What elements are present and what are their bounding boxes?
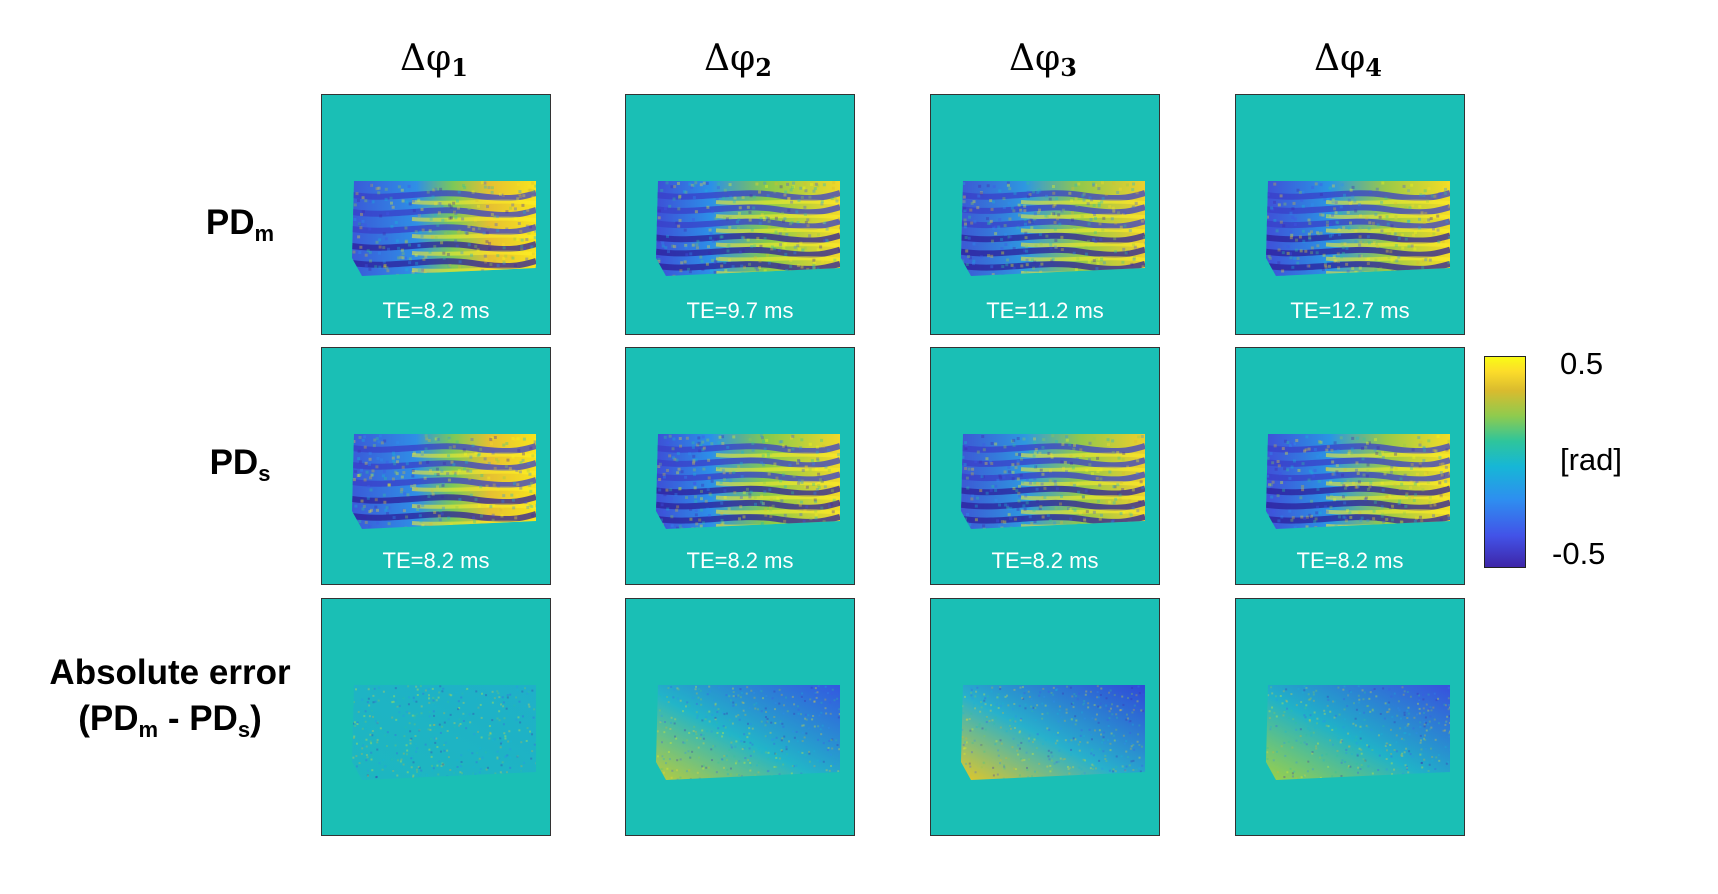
phase-map: [1266, 685, 1450, 780]
column-header-4: Δφ4: [1314, 38, 1382, 82]
phase-map: [961, 434, 1145, 529]
phase-map: [1266, 434, 1450, 529]
te-label: TE=9.7 ms: [686, 298, 794, 323]
phase-map: [656, 685, 840, 780]
panel-error-3: [930, 598, 1160, 836]
te-label: TE=12.7 ms: [1290, 298, 1410, 323]
panel-pds-4: TE=8.2 ms: [1235, 347, 1465, 585]
panel-pdm-3: TE=11.2 ms: [930, 94, 1160, 335]
phase-map: [961, 685, 1145, 780]
row-label-absolute-error-line1: Absolute error: [49, 653, 291, 692]
column-header-3: Δφ3: [1009, 38, 1077, 82]
colorbar-max-label: 0.5: [1560, 346, 1604, 381]
panel-pdm-4: TE=12.7 ms: [1235, 94, 1465, 335]
panel-pds-1: TE=8.2 ms: [321, 347, 551, 585]
te-label: TE=8.2 ms: [991, 548, 1099, 573]
column-header-2: Δφ2: [704, 38, 772, 82]
te-label: TE=8.2 ms: [382, 298, 490, 323]
row-label-absolute-error: Absolute error (PDm - PDs): [20, 650, 320, 753]
phase-map: [1266, 181, 1450, 276]
colorbar-min-label: -0.5: [1552, 536, 1606, 571]
te-label: TE=8.2 ms: [686, 548, 794, 573]
column-header-1: Δφ1: [400, 38, 468, 82]
colorbar: [1484, 356, 1526, 568]
panel-pds-2: TE=8.2 ms: [625, 347, 855, 585]
te-label: TE=8.2 ms: [1296, 548, 1404, 573]
phase-map: [352, 181, 536, 276]
panel-error-1: [321, 598, 551, 836]
te-label: TE=8.2 ms: [382, 548, 490, 573]
te-label: TE=11.2 ms: [986, 298, 1104, 323]
panel-error-2: [625, 598, 855, 836]
panel-pdm-1: TE=8.2 ms: [321, 94, 551, 335]
phase-map: [961, 181, 1145, 276]
panel-error-4: [1235, 598, 1465, 836]
colorbar-unit-label: [rad]: [1560, 442, 1623, 477]
panel-pds-3: TE=8.2 ms: [930, 347, 1160, 585]
phase-map: [656, 434, 840, 529]
phase-map: [656, 181, 840, 276]
row-label-pdm: PDm: [205, 203, 275, 246]
row-label-absolute-error-line2: (PDm - PDs): [78, 699, 262, 742]
phase-map: [352, 434, 536, 529]
phase-map: [352, 685, 536, 780]
panel-pdm-2: TE=9.7 ms: [625, 94, 855, 335]
row-label-pds: PDs: [209, 443, 271, 486]
